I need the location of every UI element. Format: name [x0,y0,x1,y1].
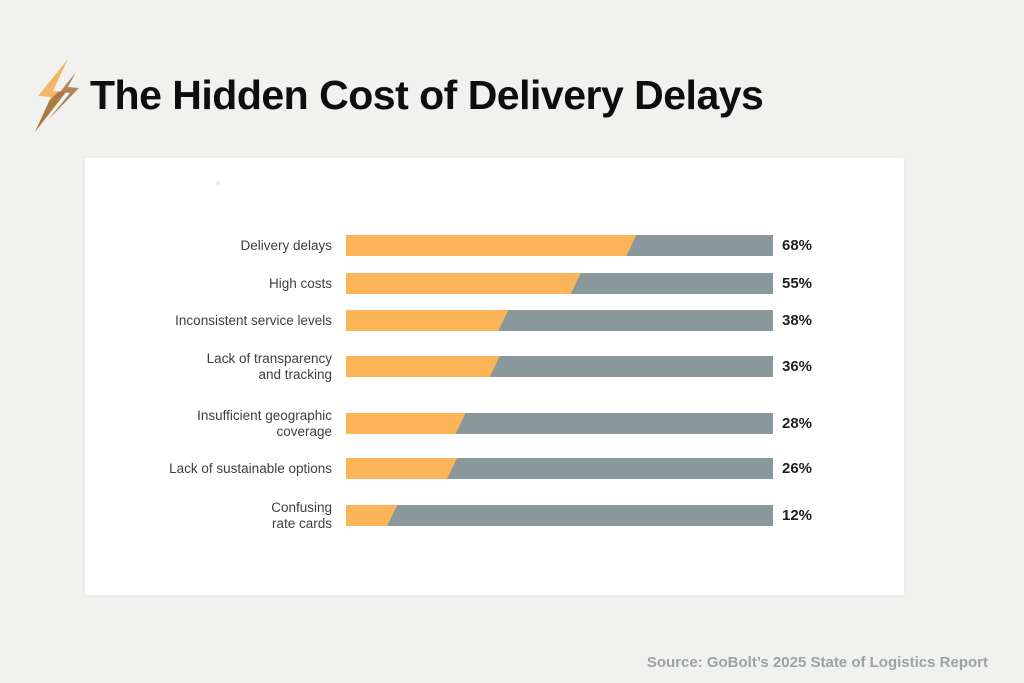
source-attribution: Source: GoBolt’s 2025 State of Logistics… [646,654,988,671]
value-label: 68% [782,237,813,254]
bar-fill [346,413,466,434]
value-label: 12% [782,507,813,524]
bar-track [346,235,773,256]
value-label: 36% [782,358,813,375]
category-label: Lack of sustainable options [169,460,332,476]
chart-row: Lack of sustainable options 26% [85,458,812,479]
category-label: Lack of transparency and tracking [206,350,332,382]
value-label: 26% [782,460,813,477]
category-label: Delivery delays [240,237,332,253]
bar-track [346,273,773,294]
bar-fill [346,356,500,377]
value-label: 55% [782,275,813,292]
bar-fill [346,235,636,256]
page-title: The Hidden Cost of Delivery Delays [90,72,764,119]
chart-card: Delivery delays 68% High costs 55% Incon… [85,158,904,595]
category-label: Inconsistent service levels [175,312,332,328]
bar-track [346,413,773,434]
chart-row: Lack of transparency and tracking 36% [85,351,813,382]
lightning-bolt-icon [35,59,79,132]
bar-fill [346,458,457,479]
bar-track [346,356,773,377]
value-label: 38% [782,312,813,329]
chart-row: Confusing rate cards 12% [85,500,813,531]
bar-track [346,505,773,526]
bar-fill [346,310,508,331]
category-label: High costs [268,275,332,291]
header: The Hidden Cost of Delivery Delays [30,58,764,134]
bar-track [346,310,773,331]
category-label: Insufficient geographic coverage [197,407,332,439]
chart-row: High costs 55% [85,273,812,294]
bar-fill [346,505,397,526]
category-label: Confusing rate cards [271,499,332,531]
chart-row: Inconsistent service levels 38% [85,310,812,331]
chart-row: Delivery delays 68% [85,235,812,256]
bar-track [346,458,773,479]
chart-row: Insufficient geographic coverage 28% [85,408,813,439]
decorative-dot [216,181,220,185]
value-label: 28% [782,415,813,432]
bar-fill [346,273,581,294]
